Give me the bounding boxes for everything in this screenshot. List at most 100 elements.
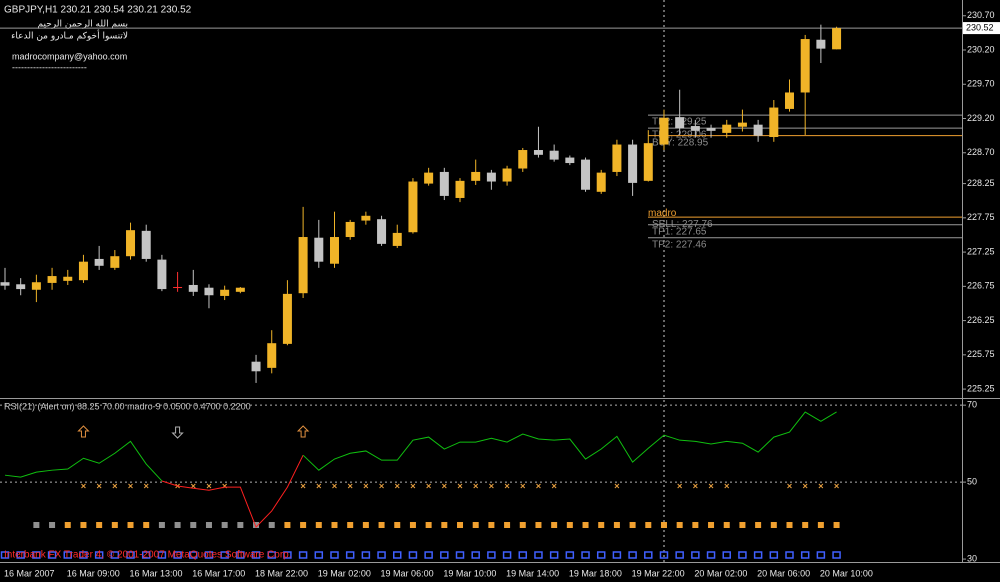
candle-body [675,117,685,129]
signal-square [409,522,416,528]
y-tick-label: 30 [967,553,977,563]
candle-body [706,128,716,131]
signal-box [345,551,355,559]
signal-cross [834,483,839,489]
signal-square [362,522,369,528]
candle-body [329,237,339,264]
candle-body [737,122,747,127]
signal-square [613,522,620,528]
signal-cross [81,483,86,489]
candle-body [267,343,277,368]
candle-body [31,282,41,290]
signal-box [16,551,25,559]
candle-body [785,92,794,109]
signal-square [315,522,322,528]
candle-body [204,287,214,296]
candle-body [439,171,449,196]
candle-body [533,150,543,155]
candle-body [0,282,10,286]
candle-body [110,256,120,268]
signal-box [173,551,182,559]
current-price-tag [963,22,1000,35]
signal-square [645,522,652,528]
candle-body [220,289,230,296]
signal-cross [300,483,306,489]
rsi-line [302,411,837,471]
signal-cross [316,483,322,489]
candle-body [408,181,418,233]
signal-box [393,551,402,559]
candle-body [16,284,26,290]
candle-body [628,144,638,183]
signal-square [174,522,181,528]
signal-box [675,551,684,559]
x-tick-label: 19 Mar 06:00 [381,568,434,578]
signal-box [706,551,716,559]
x-tick-label: 20 Mar 02:00 [694,568,747,578]
candle-body [282,293,292,344]
level-label: TP2: 227.46 [652,239,707,250]
signal-square [111,522,118,528]
signal-box [0,551,10,559]
note: madrocompany@yahoo.com [12,51,127,61]
signal-square [190,522,197,528]
signal-square [127,522,134,528]
signal-box [691,551,700,559]
candle-body [251,361,261,372]
signal-box [800,551,810,559]
signal-box [487,551,496,559]
signal-arrow [171,426,184,439]
signal-cross [96,483,102,489]
note: لاتنسوا أخوكم مـادرو من الدعاء [11,30,128,42]
candle-body [518,150,528,169]
signal-square [96,522,103,528]
signal-box [63,551,73,559]
signal-square [158,522,165,528]
y-tick-label: 226.25 [967,315,995,325]
signal-box [110,551,120,559]
y-tick-label: 228.70 [967,147,995,157]
signal-square [786,522,793,528]
signal-square [488,522,495,528]
signal-cross [677,483,683,489]
y-tick-label: 227.25 [967,246,995,256]
footer: Interbank FX Trader 4, © 2001-2007 MetaQ… [4,550,292,561]
candle-body [345,221,355,238]
signal-box [283,551,292,559]
signal-square [519,522,526,528]
signal-square [472,522,479,528]
signal-square [347,522,354,528]
signal-box [157,551,167,559]
signal-box [298,551,308,559]
signal-cross [489,483,494,489]
candle-body [63,276,73,281]
signal-box [785,551,794,559]
x-tick-label: 16 Mar 2007 [4,568,55,578]
candle-body [769,107,779,138]
signal-box [596,551,606,559]
x-tick-label: 19 Mar 22:00 [632,568,685,578]
y-tick-label: 225.75 [967,349,995,359]
signal-square [535,522,542,528]
x-tick-label: 19 Mar 14:00 [506,568,559,578]
y-tick-label: 229.70 [967,79,995,89]
candle-body [188,284,198,292]
signal-cross [504,483,510,489]
signal-box [832,551,841,559]
candle-body [235,287,245,292]
signal-square [598,522,605,528]
y-tick-label: 227.75 [967,212,995,222]
y-tick-label: 50 [967,476,977,486]
signal-square [143,522,150,528]
candle-body [424,172,434,184]
signal-box [612,551,622,559]
signal-box [769,551,779,559]
signal-square [833,522,840,528]
signal-box [189,551,198,559]
x-tick-label: 16 Mar 17:00 [192,568,245,578]
signal-cross [379,483,384,489]
signal-cross [441,483,447,489]
signal-square [723,522,730,528]
signal-square [457,522,464,528]
candle-body [78,261,88,281]
